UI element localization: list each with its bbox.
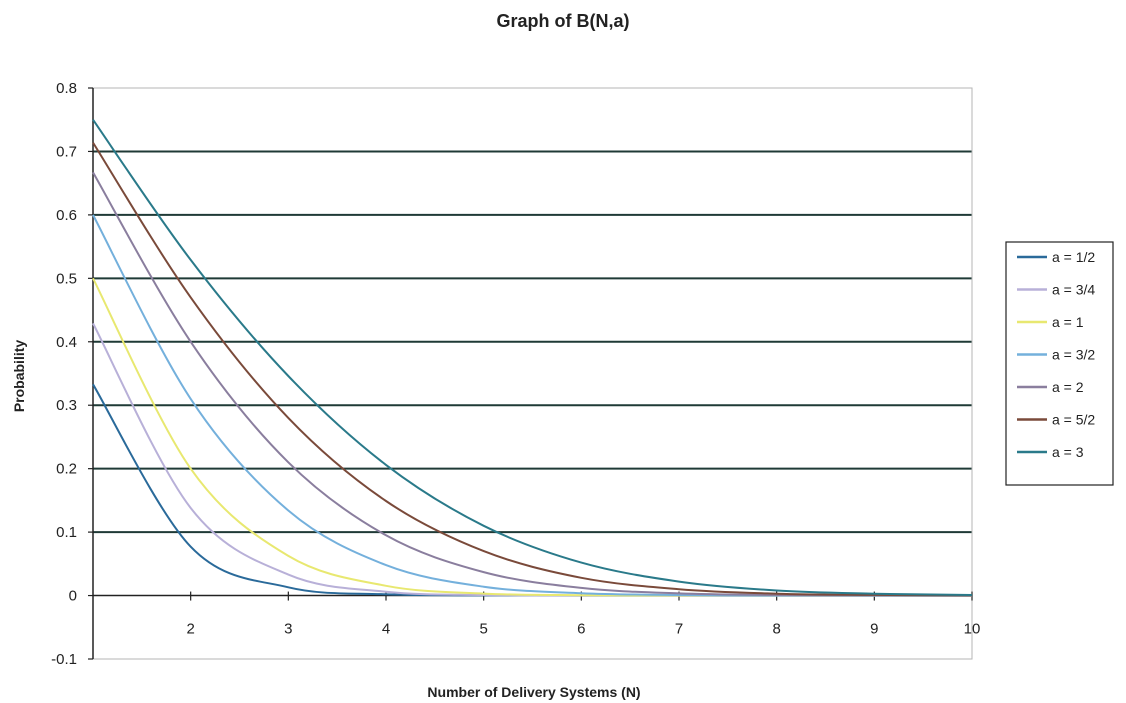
legend-box (1005, 241, 1114, 486)
legend-entry: a = 3 (1052, 444, 1084, 460)
y-tick-label: 0.6 (56, 207, 77, 224)
x-tick-label: 4 (382, 621, 390, 638)
x-tick-labels: 2 3 4 5 6 7 8 9 10 (186, 621, 980, 638)
y-tick-label: 0.7 (56, 143, 77, 160)
x-tick-label: 10 (964, 621, 981, 638)
y-tick-label: 0.8 (56, 80, 77, 97)
x-tick-label: 8 (772, 621, 780, 638)
y-tick-label: 0.2 (56, 461, 77, 478)
legend-entry: a = 2 (1052, 379, 1084, 395)
x-tick-label: 6 (577, 621, 585, 638)
series-line (92, 383, 972, 597)
series-line (92, 277, 972, 597)
legend-entry: a = 3/4 (1052, 282, 1095, 298)
series-line (92, 119, 973, 596)
legend-entry: a = 1/2 (1052, 249, 1095, 265)
plot-area (92, 87, 973, 660)
grid (93, 150, 972, 534)
series-lines (92, 119, 973, 597)
y-tick-label: 0 (69, 588, 77, 605)
y-tick-label: 0.4 (56, 334, 77, 351)
x-axis-title: Number of Delivery Systems (N) (427, 684, 640, 700)
x-tick-label: 5 (479, 621, 487, 638)
y-tick-label: 0.3 (56, 397, 77, 414)
x-tick-label: 9 (870, 621, 878, 638)
chart-title: Graph of B(N,a) (497, 11, 630, 31)
axes (88, 87, 973, 660)
x-tick-label: 2 (186, 621, 194, 638)
y-tick-label: -0.1 (51, 651, 77, 668)
y-tick-label: 0.5 (56, 270, 77, 287)
x-tick-label: 3 (284, 621, 292, 638)
y-axis-title: Probability (11, 340, 27, 413)
series-line (92, 142, 973, 597)
legend-entry: a = 5/2 (1052, 412, 1095, 428)
y-tick-label: 0.1 (56, 524, 77, 541)
legend: a = 1/2 a = 3/4 a = 1 a = 3/2 a = 2 a = 5/2 a … (1005, 241, 1114, 486)
legend-entry: a = 3/2 (1052, 347, 1095, 363)
y-tick-labels: 0.8 0.7 0.6 0.5 0.4 0.3 0.2 0.1 0 -0.1 (51, 80, 77, 668)
legend-entry: a = 1 (1052, 314, 1084, 330)
series-line (92, 322, 972, 597)
x-tick-label: 7 (675, 621, 683, 638)
